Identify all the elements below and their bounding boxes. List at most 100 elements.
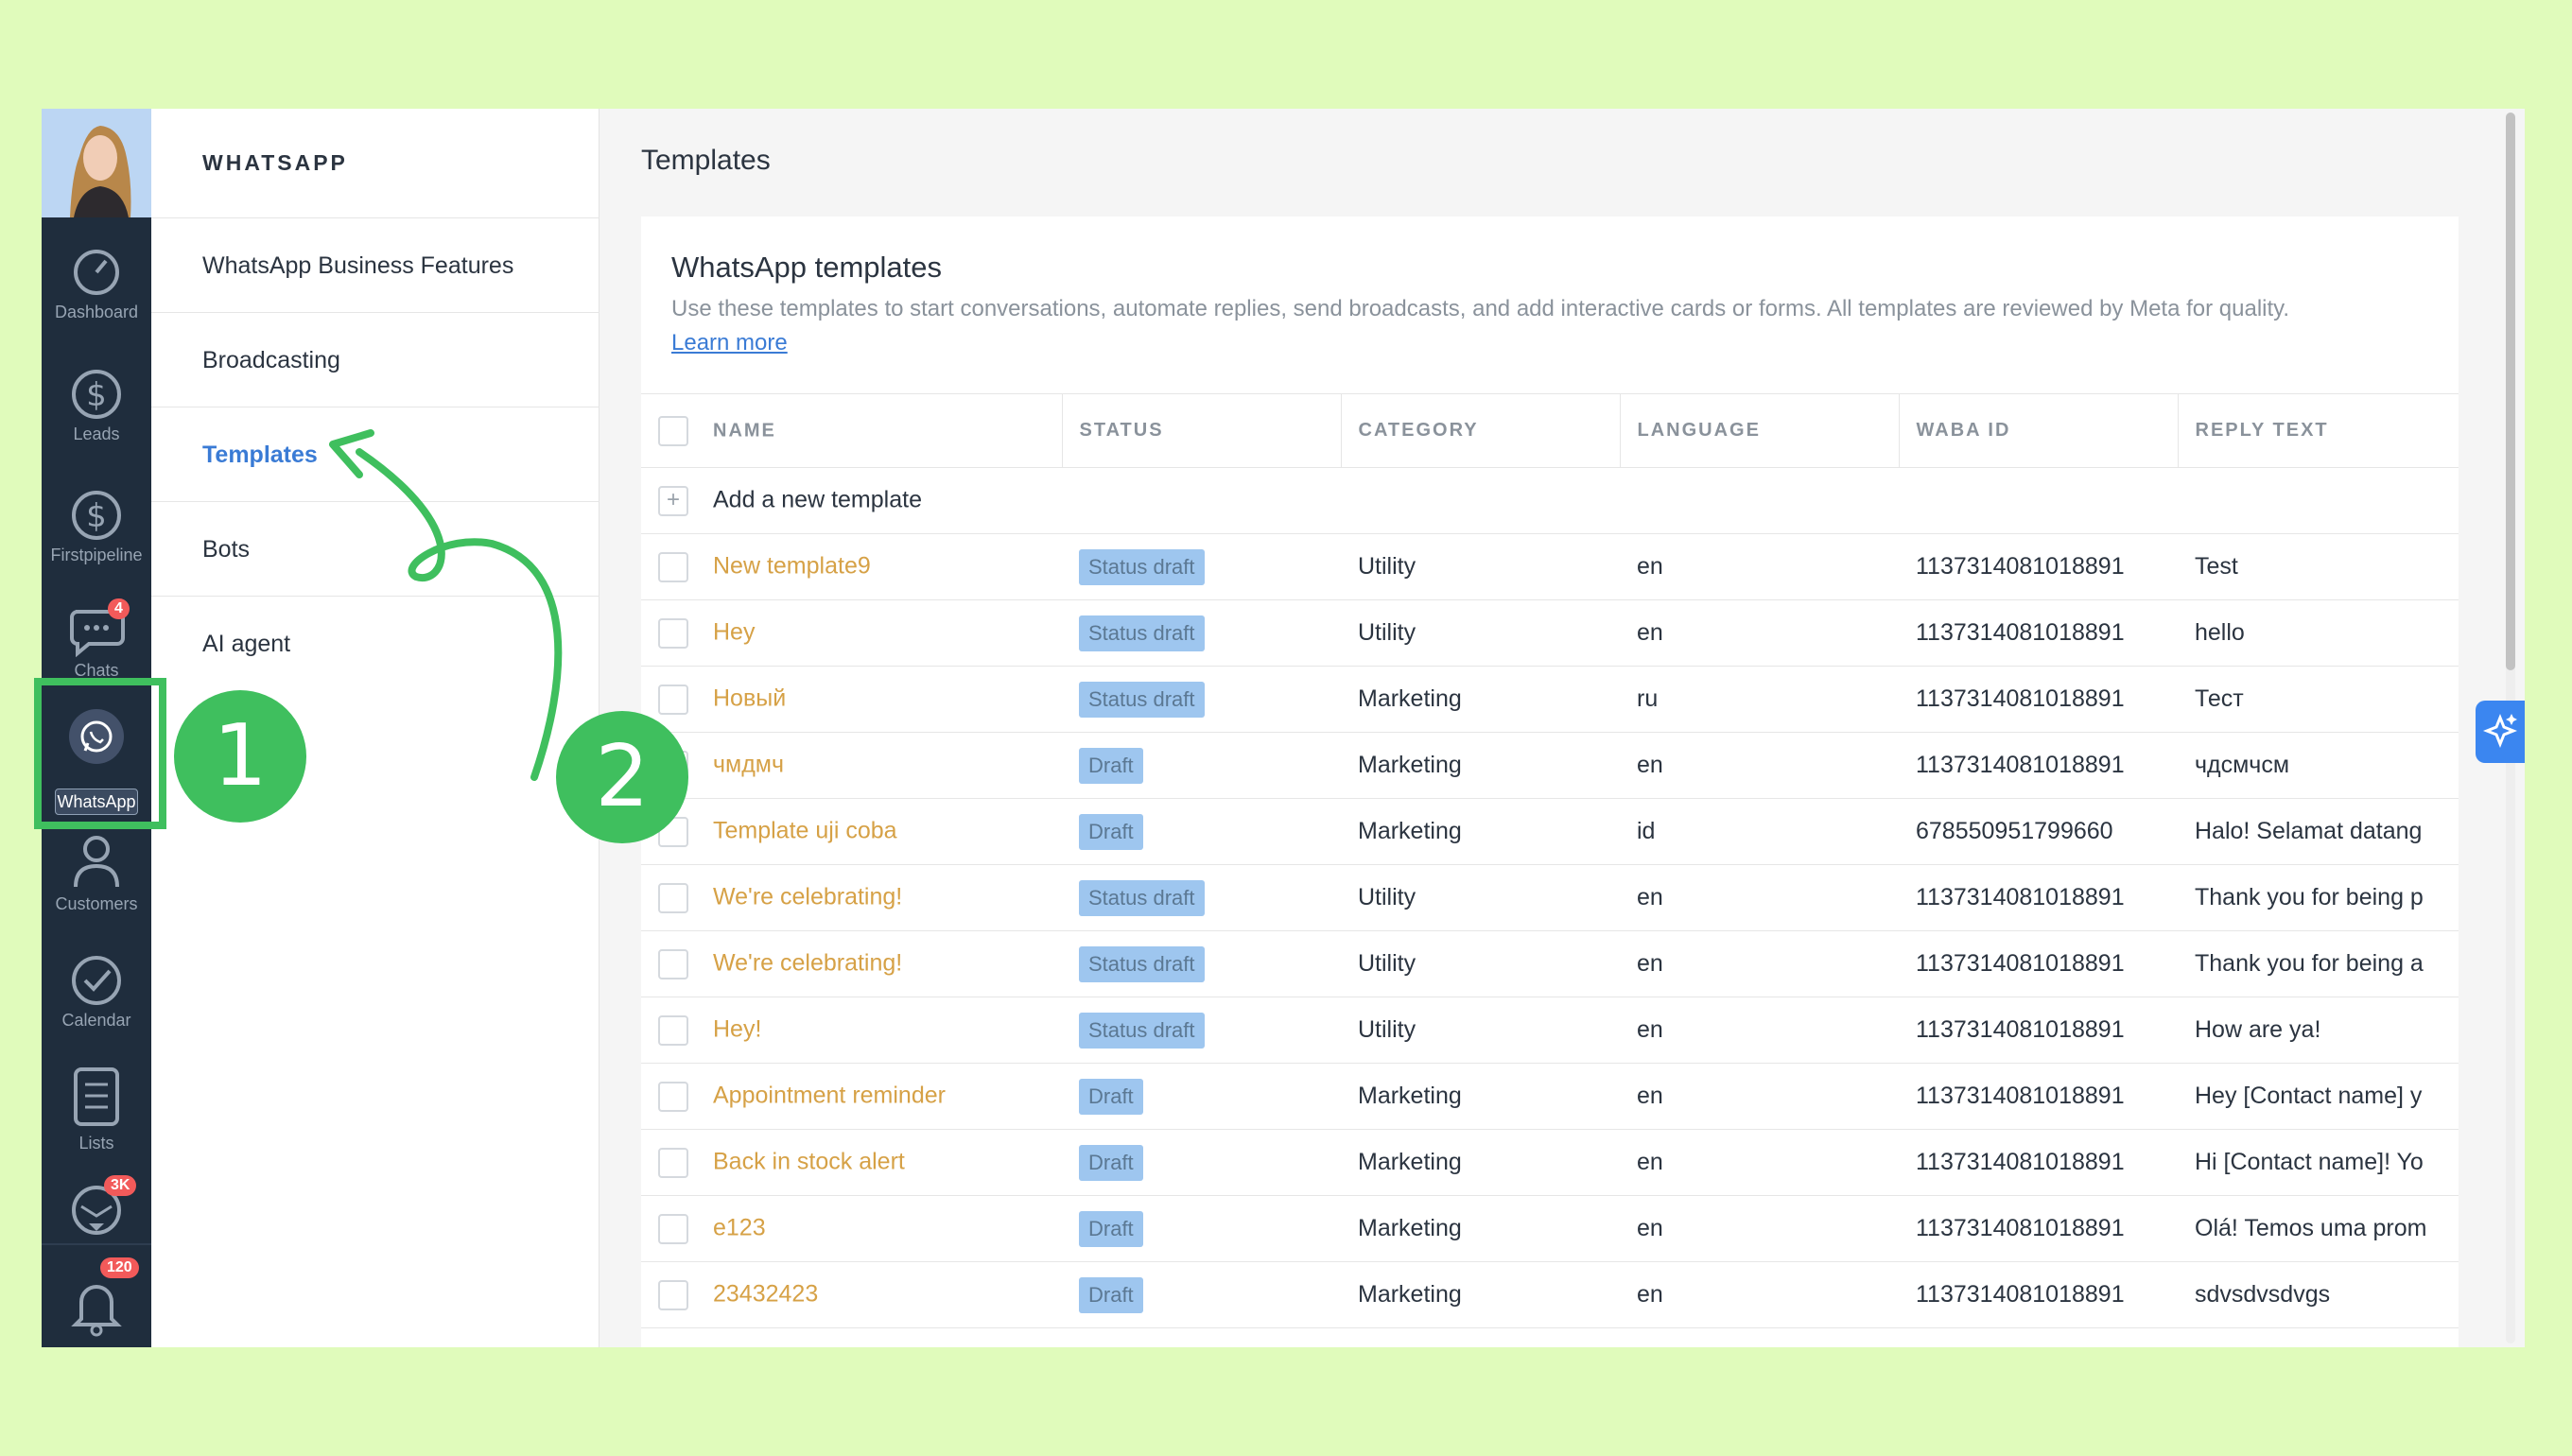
table-row[interactable]: 23432423 Draft Marketing en 1137314081018891… xyxy=(641,1261,2459,1328)
subnav-item-broadcasting[interactable]: Broadcasting xyxy=(151,312,600,407)
table-row[interactable]: Hey! Status draft Utility en 113731408101889… xyxy=(641,997,2459,1064)
status-cell: Draft xyxy=(1062,732,1341,799)
subnav-item-ai-agent[interactable]: AI agent xyxy=(151,596,600,690)
column-header-name[interactable]: NAME xyxy=(641,393,1063,468)
avatar[interactable] xyxy=(42,109,151,217)
waba-id-cell: 1137314081018891 xyxy=(1899,1129,2178,1196)
row-checkbox[interactable] xyxy=(658,551,688,582)
table-row[interactable]: чмдмч Draft Marketing en 1137314081018891 чдс… xyxy=(641,732,2459,799)
waba-id-cell: 1137314081018891 xyxy=(1899,997,2178,1064)
template-name-cell[interactable]: New template9 xyxy=(641,533,1062,600)
template-name-cell[interactable]: e123 xyxy=(641,1195,1062,1262)
template-name-cell[interactable]: Hey xyxy=(641,599,1062,667)
template-name-cell[interactable]: 23432423 xyxy=(641,1261,1062,1328)
rail-item-leads[interactable]: $ Leads xyxy=(42,364,151,444)
template-name[interactable]: Новый xyxy=(713,685,787,712)
rail-label: WhatsApp xyxy=(55,789,138,815)
row-checkbox[interactable] xyxy=(658,1147,688,1178)
select-all-checkbox[interactable] xyxy=(658,415,688,446)
row-checkbox[interactable] xyxy=(658,1213,688,1244)
template-name-cell[interactable]: We're celebrating! xyxy=(641,930,1062,997)
subnav-item-business-features[interactable]: WhatsApp Business Features xyxy=(151,217,600,312)
card-description: Use these templates to start conversatio… xyxy=(671,296,2290,321)
learn-more-link[interactable]: Learn more xyxy=(671,330,788,355)
template-name[interactable]: 23432423 xyxy=(713,1280,819,1308)
subnav-item-templates[interactable]: Templates xyxy=(151,407,600,501)
status-badge: Draft xyxy=(1079,747,1143,784)
table-row[interactable]: Новый Status draft Marketing ru 113731408101… xyxy=(641,666,2459,733)
rail-item-calendar[interactable]: Calendar xyxy=(42,950,151,1031)
rail-item-lists[interactable]: Lists xyxy=(42,1064,151,1153)
row-checkbox[interactable] xyxy=(658,1279,688,1310)
row-checkbox[interactable] xyxy=(658,617,688,649)
status-cell: Draft xyxy=(1062,1129,1341,1196)
language-cell: ru xyxy=(1620,666,1899,733)
column-header-language[interactable]: LANGUAGE xyxy=(1620,393,1900,468)
reply-text-cell: hello xyxy=(2178,599,2459,667)
rail-item-mail[interactable] xyxy=(42,1182,151,1239)
subnav-item-label: Templates xyxy=(202,442,318,468)
column-header-waba-id[interactable]: WABA ID xyxy=(1899,393,2179,468)
subnav-item-bots[interactable]: Bots xyxy=(151,501,600,596)
template-name[interactable]: Hey xyxy=(713,618,756,646)
column-header-reply-text[interactable]: REPLY TEXT xyxy=(2178,393,2459,468)
template-name[interactable]: Appointment reminder xyxy=(713,1082,946,1109)
template-name-cell[interactable]: Hey! xyxy=(641,997,1062,1064)
template-name[interactable]: We're celebrating! xyxy=(713,949,903,977)
svg-text:$: $ xyxy=(86,376,107,414)
templates-table: NAME STATUS CATEGORY LANGUAGE WABA ID RE… xyxy=(641,393,2459,1328)
table-row[interactable]: Template uji coba Draft Marketing id 6785509… xyxy=(641,798,2459,865)
scrollbar-thumb[interactable] xyxy=(2506,113,2515,670)
rail-item-customers[interactable]: Customers xyxy=(42,830,151,914)
waba-id-cell: 1137314081018891 xyxy=(1899,930,2178,997)
step-marker-2: 2 xyxy=(556,711,688,843)
table-row[interactable]: Back in stock alert Draft Marketing en 11373… xyxy=(641,1129,2459,1196)
rail-label: Calendar xyxy=(61,1011,131,1030)
template-name[interactable]: Back in stock alert xyxy=(713,1148,905,1175)
rail-item-notifications[interactable] xyxy=(42,1272,151,1338)
svg-text:$: $ xyxy=(86,497,107,535)
person-icon xyxy=(74,836,119,888)
template-name[interactable]: New template9 xyxy=(713,552,871,580)
rail-item-dashboard[interactable]: Dashboard xyxy=(42,246,151,322)
row-checkbox[interactable] xyxy=(658,882,688,913)
add-template-row[interactable]: + Add a new template xyxy=(641,467,2459,534)
table-row[interactable]: e123 Draft Marketing en 1137314081018891 Olá!… xyxy=(641,1195,2459,1262)
status-badge: Status draft xyxy=(1079,1012,1205,1049)
step-marker-1: 1 xyxy=(174,690,306,823)
page-title: Templates xyxy=(641,145,771,176)
rail-item-whatsapp[interactable]: WhatsApp xyxy=(49,690,144,832)
template-name[interactable]: Hey! xyxy=(713,1015,762,1043)
template-name[interactable]: Template uji coba xyxy=(713,817,897,844)
table-row[interactable]: New template9 Status draft Utility en 113731… xyxy=(641,533,2459,600)
row-checkbox[interactable] xyxy=(658,684,688,715)
rail-item-firstpipeline[interactable]: $ Firstpipeline xyxy=(42,485,151,565)
column-header-status[interactable]: STATUS xyxy=(1062,393,1342,468)
template-name[interactable]: e123 xyxy=(713,1214,766,1241)
template-name-cell[interactable]: Новый xyxy=(641,666,1062,733)
add-template-label[interactable]: Add a new template xyxy=(713,486,922,513)
template-name[interactable]: We're celebrating! xyxy=(713,883,903,910)
template-name[interactable]: чмдмч xyxy=(713,751,785,778)
table-row[interactable]: Appointment reminder Draft Marketing en 1137… xyxy=(641,1063,2459,1130)
table-row[interactable]: Hey Status draft Utility en 1137314081018891… xyxy=(641,599,2459,667)
column-header-category[interactable]: CATEGORY xyxy=(1341,393,1621,468)
row-checkbox[interactable] xyxy=(658,1081,688,1112)
template-name-cell[interactable]: Template uji coba xyxy=(641,798,1062,865)
template-name-cell[interactable]: чмдмч xyxy=(641,732,1062,799)
ai-assistant-button[interactable] xyxy=(2476,701,2525,763)
template-name-cell[interactable]: Back in stock alert xyxy=(641,1129,1062,1196)
waba-id-cell: 1137314081018891 xyxy=(1899,1063,2178,1130)
status-cell: Draft xyxy=(1062,1195,1341,1262)
row-checkbox[interactable] xyxy=(658,948,688,979)
rail-label: Lists xyxy=(78,1134,114,1153)
table-row[interactable]: We're celebrating! Status draft Utility en 1… xyxy=(641,930,2459,997)
table-row[interactable]: We're celebrating! Status draft Utility en 1… xyxy=(641,864,2459,931)
language-cell: en xyxy=(1620,1195,1899,1262)
card-title: WhatsApp templates xyxy=(671,251,943,284)
waba-id-cell: 678550951799660 xyxy=(1899,798,2178,865)
gauge-icon xyxy=(74,250,119,295)
template-name-cell[interactable]: Appointment reminder xyxy=(641,1063,1062,1130)
template-name-cell[interactable]: We're celebrating! xyxy=(641,864,1062,931)
row-checkbox[interactable] xyxy=(658,1014,688,1046)
